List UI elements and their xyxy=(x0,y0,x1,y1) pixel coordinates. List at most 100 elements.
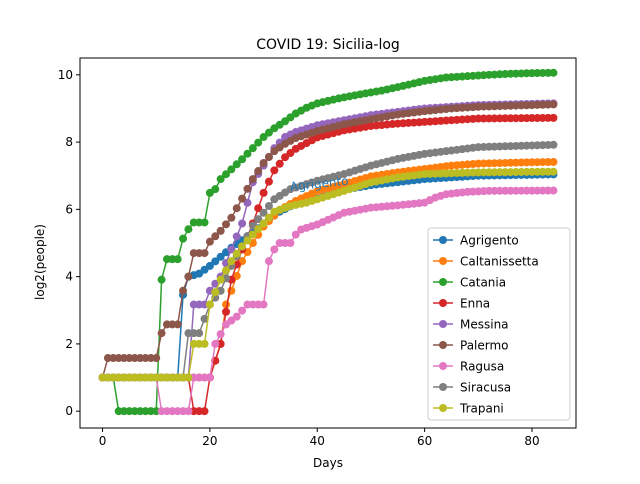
legend-swatch-marker xyxy=(439,236,447,244)
data-point xyxy=(259,300,268,309)
data-point xyxy=(259,158,268,167)
data-point xyxy=(243,149,252,158)
data-point xyxy=(222,170,231,179)
data-point xyxy=(549,186,558,195)
legend-item-enna: Enna xyxy=(433,297,490,311)
legend-swatch-marker xyxy=(439,278,447,286)
data-point xyxy=(264,213,273,222)
data-point xyxy=(238,242,247,251)
legend-swatch-marker xyxy=(439,257,447,265)
legend-item-siracusa: Siracusa xyxy=(433,381,511,395)
legend-swatch-marker xyxy=(439,383,447,391)
legend-item-agrigento: Agrigento xyxy=(433,234,519,248)
data-point xyxy=(211,339,220,348)
x-tick-label: 80 xyxy=(524,434,539,448)
data-point xyxy=(205,237,214,246)
data-point xyxy=(179,286,188,295)
data-point xyxy=(281,153,290,162)
legend-item-caltanissetta: Caltanissetta xyxy=(433,255,539,269)
data-point xyxy=(549,157,558,166)
data-point xyxy=(211,185,220,194)
data-point xyxy=(173,320,182,329)
data-point xyxy=(232,232,241,241)
y-tick-label: 4 xyxy=(65,270,73,284)
data-point xyxy=(549,140,558,149)
data-point xyxy=(243,198,252,207)
data-point xyxy=(248,144,257,153)
data-point xyxy=(211,232,220,241)
legend-item-palermo: Palermo xyxy=(433,339,509,353)
data-point xyxy=(216,330,225,339)
data-point xyxy=(227,165,236,174)
data-point xyxy=(157,329,166,338)
legend-item-messina: Messina xyxy=(433,318,509,332)
data-point xyxy=(184,407,193,416)
data-point xyxy=(232,160,241,169)
data-point xyxy=(200,407,209,416)
x-tick-label: 60 xyxy=(417,434,432,448)
data-point xyxy=(286,239,295,247)
legend-swatch-marker xyxy=(439,404,447,412)
y-axis-label: log2(people) xyxy=(33,224,47,300)
data-point xyxy=(179,234,188,243)
legend-label: Catania xyxy=(460,276,506,290)
x-tick-label: 40 xyxy=(310,434,325,448)
legend-item-trapani: Trapani xyxy=(433,402,504,416)
data-point xyxy=(222,266,231,275)
data-point xyxy=(248,175,257,184)
data-point xyxy=(216,275,225,284)
data-point xyxy=(200,314,209,323)
data-point xyxy=(259,188,268,197)
data-point xyxy=(286,149,295,158)
legend-label: Agrigento xyxy=(460,234,519,248)
data-point xyxy=(549,100,558,109)
data-point xyxy=(205,261,214,270)
series-layer xyxy=(98,68,558,416)
data-point xyxy=(270,245,279,254)
series-catania xyxy=(98,68,558,416)
data-point xyxy=(259,133,268,142)
chart-title: COVID 19: Sicilia-log xyxy=(256,37,400,53)
data-point xyxy=(264,257,273,266)
series-trapani xyxy=(98,167,558,382)
y-tick-label: 6 xyxy=(65,202,73,216)
axes-layer: 0 20 40 60 80 0 2 4 6 8 10 xyxy=(58,57,577,448)
legend: Agrigento Caltanissetta Catania Enna Messina… xyxy=(427,227,571,421)
data-point xyxy=(222,220,231,229)
data-point xyxy=(211,257,220,266)
data-point xyxy=(200,218,209,227)
legend-label: Ragusa xyxy=(460,360,504,374)
data-point xyxy=(205,373,214,382)
legend-item-ragusa: Ragusa xyxy=(433,360,504,374)
legend-label: Siracusa xyxy=(460,381,511,395)
series-palermo xyxy=(98,100,558,382)
data-point xyxy=(232,312,241,321)
series-annotation: Agrigento xyxy=(289,174,349,194)
data-point xyxy=(270,166,279,175)
data-point xyxy=(152,354,161,363)
y-tick-label: 10 xyxy=(58,68,73,82)
legend-label: Caltanissetta xyxy=(460,255,539,269)
legend-swatch-marker xyxy=(439,341,447,349)
data-point xyxy=(195,329,204,338)
data-point xyxy=(173,255,182,264)
data-point xyxy=(254,225,263,234)
data-point xyxy=(238,194,247,203)
legend-label: Palermo xyxy=(460,339,509,353)
y-tick-label: 2 xyxy=(65,337,73,351)
data-point xyxy=(264,202,273,210)
data-point xyxy=(211,288,220,297)
data-point xyxy=(232,204,241,213)
x-axis-label: Days xyxy=(313,456,343,470)
data-point xyxy=(264,128,273,137)
y-tick-label: 8 xyxy=(65,135,73,149)
data-point xyxy=(254,138,263,147)
data-point xyxy=(227,213,236,222)
legend-label: Messina xyxy=(460,318,509,332)
series-ragusa xyxy=(98,186,558,416)
data-point xyxy=(264,153,273,162)
data-point xyxy=(238,155,247,164)
data-point xyxy=(291,230,300,239)
